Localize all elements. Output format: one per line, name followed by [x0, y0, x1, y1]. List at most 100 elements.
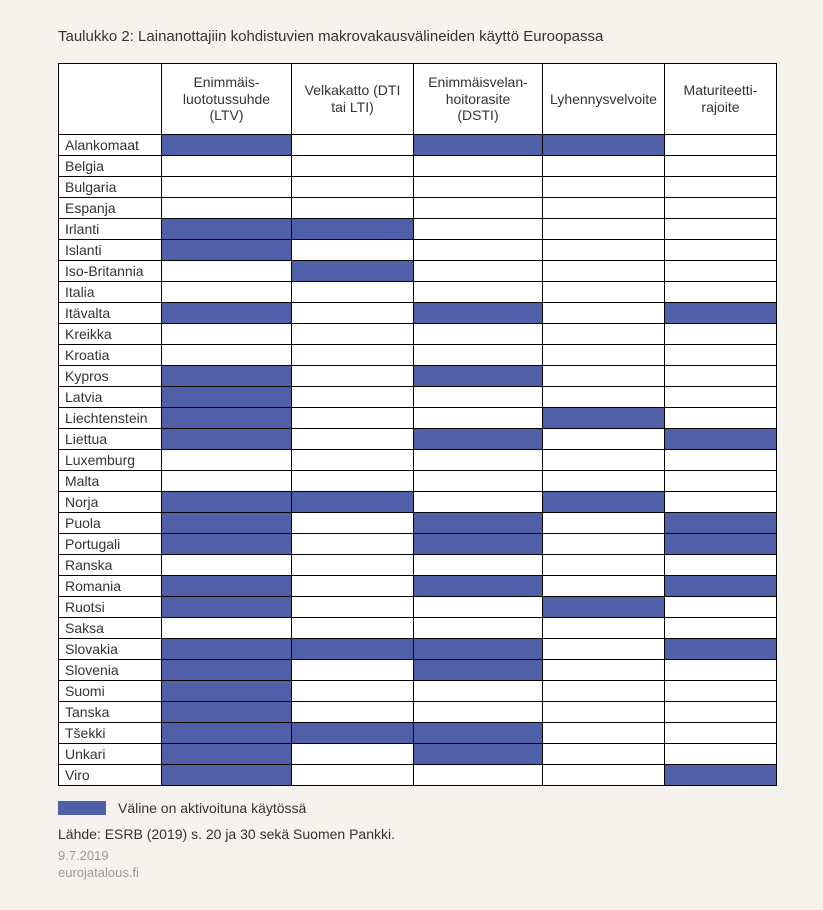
table-row: Suomi — [59, 681, 777, 702]
table-row: Iso-Britannia — [59, 261, 777, 282]
row-label: Kroatia — [59, 345, 162, 366]
cell — [162, 429, 292, 450]
cell — [292, 135, 414, 156]
cell — [665, 240, 777, 261]
cell — [543, 261, 665, 282]
row-label: Espanja — [59, 198, 162, 219]
cell — [665, 681, 777, 702]
cell — [292, 345, 414, 366]
row-label: Ranska — [59, 555, 162, 576]
table-row: Romania — [59, 576, 777, 597]
cell — [414, 576, 543, 597]
cell — [162, 765, 292, 786]
cell — [414, 324, 543, 345]
cell — [162, 219, 292, 240]
cell — [162, 303, 292, 324]
page-container: Taulukko 2: Lainanottajiin kohdistuvien … — [0, 0, 823, 910]
cell — [543, 135, 665, 156]
cell — [292, 471, 414, 492]
cell — [292, 387, 414, 408]
cell — [162, 681, 292, 702]
cell — [162, 702, 292, 723]
cell — [543, 198, 665, 219]
cell — [543, 324, 665, 345]
cell — [162, 492, 292, 513]
cell — [292, 639, 414, 660]
table-row: Liettua — [59, 429, 777, 450]
row-label: Luxemburg — [59, 450, 162, 471]
cell — [414, 240, 543, 261]
cell — [162, 639, 292, 660]
table-row: Puola — [59, 513, 777, 534]
cell — [665, 597, 777, 618]
cell — [162, 366, 292, 387]
table-row: Irlanti — [59, 219, 777, 240]
cell — [292, 219, 414, 240]
cell — [414, 366, 543, 387]
legend-swatch — [58, 801, 106, 815]
cell — [414, 135, 543, 156]
header-corner — [59, 64, 162, 135]
date-line: 9.7.2019 — [58, 848, 783, 863]
row-label: Belgia — [59, 156, 162, 177]
cell — [665, 198, 777, 219]
cell — [665, 429, 777, 450]
cell — [414, 765, 543, 786]
cell — [665, 366, 777, 387]
cell — [543, 408, 665, 429]
cell — [665, 345, 777, 366]
table-row: Latvia — [59, 387, 777, 408]
cell — [665, 156, 777, 177]
site-line: eurojatalous.fi — [58, 865, 783, 880]
row-label: Norja — [59, 492, 162, 513]
cell — [665, 324, 777, 345]
cell — [543, 681, 665, 702]
table-row: Kreikka — [59, 324, 777, 345]
cell — [414, 261, 543, 282]
cell — [543, 450, 665, 471]
cell — [665, 765, 777, 786]
cell — [543, 345, 665, 366]
row-label: Malta — [59, 471, 162, 492]
table-row: Espanja — [59, 198, 777, 219]
cell — [665, 387, 777, 408]
cell — [162, 261, 292, 282]
row-label: Kypros — [59, 366, 162, 387]
cell — [414, 177, 543, 198]
cell — [665, 303, 777, 324]
cell — [665, 618, 777, 639]
cell — [162, 324, 292, 345]
cell — [665, 492, 777, 513]
cell — [414, 702, 543, 723]
table-row: Italia — [59, 282, 777, 303]
cell — [292, 261, 414, 282]
cell — [292, 513, 414, 534]
column-header: Maturiteetti-rajoite — [665, 64, 777, 135]
cell — [414, 282, 543, 303]
row-label: Irlanti — [59, 219, 162, 240]
source-line: Lähde: ESRB (2019) s. 20 ja 30 sekä Suom… — [58, 826, 783, 842]
legend-label: Väline on aktivoituna käytössä — [118, 800, 306, 816]
cell — [414, 303, 543, 324]
legend: Väline on aktivoituna käytössä — [58, 800, 783, 816]
cell — [162, 240, 292, 261]
cell — [543, 429, 665, 450]
cell — [543, 219, 665, 240]
cell — [414, 450, 543, 471]
cell — [292, 765, 414, 786]
row-label: Italia — [59, 282, 162, 303]
row-label: Tšekki — [59, 723, 162, 744]
cell — [162, 597, 292, 618]
table-row: Bulgaria — [59, 177, 777, 198]
cell — [162, 198, 292, 219]
cell — [543, 471, 665, 492]
cell — [162, 387, 292, 408]
cell — [292, 681, 414, 702]
cell — [665, 177, 777, 198]
cell — [162, 156, 292, 177]
row-label: Slovenia — [59, 660, 162, 681]
cell — [414, 597, 543, 618]
row-label: Ruotsi — [59, 597, 162, 618]
row-label: Slovakia — [59, 639, 162, 660]
table-row: Tšekki — [59, 723, 777, 744]
